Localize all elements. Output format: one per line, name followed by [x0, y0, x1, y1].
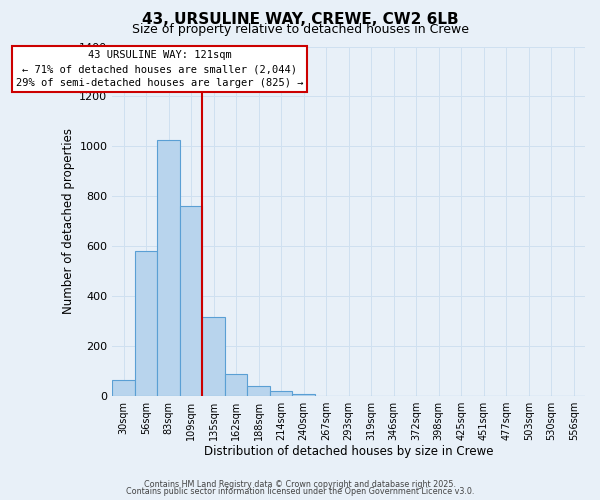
Text: Size of property relative to detached houses in Crewe: Size of property relative to detached ho…	[131, 22, 469, 36]
Bar	[180, 206, 202, 396]
Text: 43, URSULINE WAY, CREWE, CW2 6LB: 43, URSULINE WAY, CREWE, CW2 6LB	[142, 12, 458, 28]
Text: 43 URSULINE WAY: 121sqm
← 71% of detached houses are smaller (2,044)
29% of semi: 43 URSULINE WAY: 121sqm ← 71% of detache…	[16, 50, 303, 88]
Bar	[292, 394, 315, 396]
Bar	[202, 318, 225, 396]
X-axis label: Distribution of detached houses by size in Crewe: Distribution of detached houses by size …	[204, 444, 493, 458]
Text: Contains public sector information licensed under the Open Government Licence v3: Contains public sector information licen…	[126, 487, 474, 496]
Bar	[247, 386, 270, 396]
Y-axis label: Number of detached properties: Number of detached properties	[62, 128, 75, 314]
Text: Contains HM Land Registry data © Crown copyright and database right 2025.: Contains HM Land Registry data © Crown c…	[144, 480, 456, 489]
Bar	[157, 140, 180, 396]
Bar	[112, 380, 135, 396]
Bar	[225, 374, 247, 396]
Bar	[270, 391, 292, 396]
Bar	[135, 252, 157, 396]
